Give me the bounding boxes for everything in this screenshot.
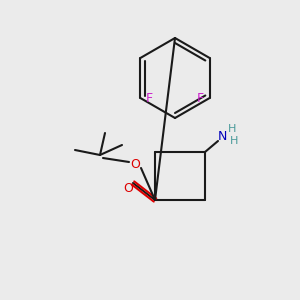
Text: F: F [146, 92, 153, 104]
Text: O: O [123, 182, 133, 194]
Text: H: H [230, 136, 238, 146]
Text: H: H [228, 124, 236, 134]
Text: F: F [197, 92, 204, 104]
Text: O: O [130, 158, 140, 172]
Text: N: N [217, 130, 227, 143]
